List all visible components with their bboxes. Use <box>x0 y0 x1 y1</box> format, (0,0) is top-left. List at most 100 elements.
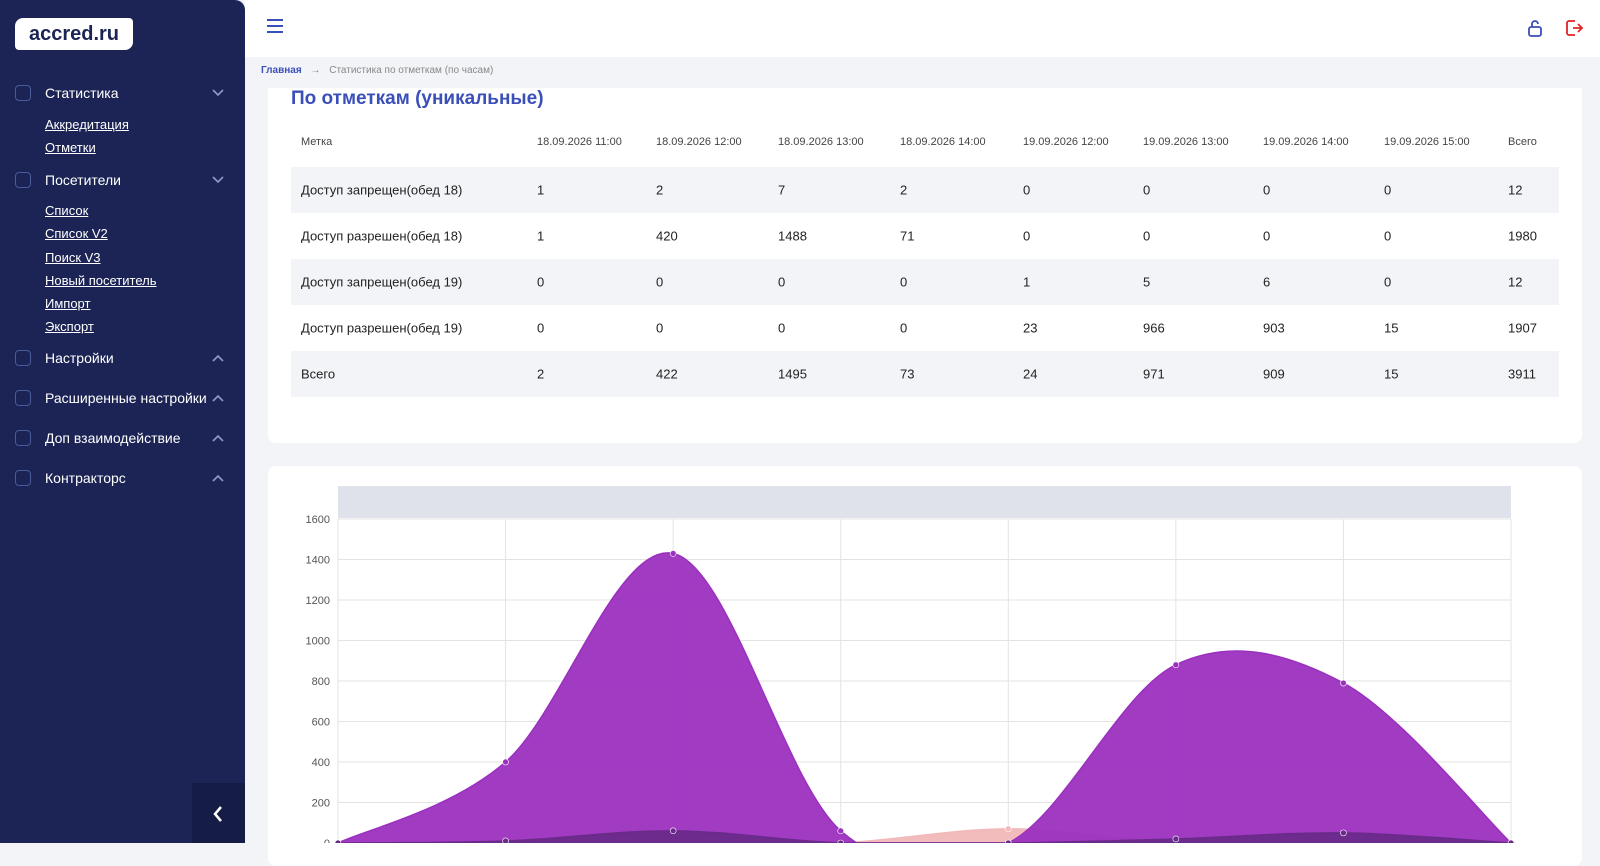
point <box>1340 829 1347 837</box>
menu-icon <box>15 85 31 101</box>
table-cell: 0 <box>1143 228 1151 244</box>
chart-header <box>338 486 1511 518</box>
table-cell: 909 <box>1263 366 1285 382</box>
table-header-cell: 18.09.2026 12:00 <box>656 136 742 148</box>
menu-section[interactable]: Посетители <box>45 172 121 188</box>
point <box>1340 679 1347 687</box>
point <box>1004 839 1012 843</box>
table-cell: 971 <box>1143 366 1165 382</box>
table-cell: 15 <box>1384 366 1399 382</box>
table-cell: 1495 <box>778 366 807 382</box>
table-cell: 0 <box>656 320 664 336</box>
table-row-band <box>291 351 1559 397</box>
menu-link[interactable]: Отметки <box>45 140 96 155</box>
menu-icon <box>15 350 31 366</box>
table-cell: 1 <box>537 182 545 198</box>
table-cell: 1488 <box>778 228 807 244</box>
point <box>502 837 509 843</box>
table-cell: 0 <box>537 320 545 336</box>
menu-link[interactable]: Поиск V3 <box>45 250 101 265</box>
chevron[interactable] <box>212 394 224 402</box>
table-title: По отметкам (уникальные) <box>291 88 544 109</box>
table-cell: 0 <box>1143 182 1151 198</box>
point <box>334 839 342 843</box>
y-tick-label: 0 <box>324 838 330 843</box>
table-cell: 0 <box>1023 182 1031 198</box>
chevron[interactable] <box>212 354 224 362</box>
y-tick-label: 1000 <box>306 636 330 648</box>
menu-icon <box>15 172 31 188</box>
y-tick-label: 400 <box>312 757 330 769</box>
point <box>669 550 677 557</box>
menu-link[interactable]: Импорт <box>45 296 91 311</box>
y-tick-label: 200 <box>312 798 330 810</box>
menu-link[interactable]: Список <box>45 203 89 218</box>
table-row-band <box>291 259 1559 305</box>
collapse-button[interactable] <box>192 783 245 843</box>
menu-section[interactable]: Контракторс <box>45 470 126 486</box>
table-cell: 73 <box>900 366 915 382</box>
point <box>1172 661 1180 669</box>
y-tick-label: 1400 <box>306 555 330 567</box>
point <box>837 827 845 835</box>
logout-icon[interactable] <box>1565 19 1583 37</box>
menu-icon <box>15 470 31 486</box>
menu-link[interactable]: Экспорт <box>45 319 94 334</box>
logo[interactable]: accred.ru <box>15 18 133 50</box>
table-cell: 7 <box>778 182 786 198</box>
table-header-cell: 18.09.2026 13:00 <box>778 136 864 148</box>
table-cell: Всего <box>301 366 336 382</box>
table-cell: 15 <box>1384 320 1399 336</box>
table-header-cell: 19.09.2026 12:00 <box>1023 136 1109 148</box>
table-cell: 0 <box>1384 274 1392 290</box>
table-cell: 6 <box>1263 274 1271 290</box>
menu-link[interactable]: Аккредитация <box>45 117 129 132</box>
table-cell: 24 <box>1023 366 1038 382</box>
table-cell: 5 <box>1143 274 1151 290</box>
table-cell: 1 <box>537 228 545 244</box>
table-header-cell: 19.09.2026 14:00 <box>1263 136 1349 148</box>
menu-icon[interactable] <box>266 18 284 34</box>
point <box>669 827 677 835</box>
table-cell: 966 <box>1143 320 1165 336</box>
table-cell: 2 <box>537 366 545 382</box>
area <box>337 830 1512 843</box>
breadcrumb-home[interactable]: Главная <box>261 65 302 76</box>
point <box>837 839 845 843</box>
chevron[interactable] <box>212 474 224 482</box>
y-tick-label: 600 <box>312 717 330 729</box>
breadcrumb: Главная → Статистика по отметкам (по час… <box>261 65 493 76</box>
chevron[interactable] <box>212 89 224 97</box>
table-cell: 0 <box>778 320 786 336</box>
table-cell: 0 <box>537 274 545 290</box>
table-cell: 71 <box>900 228 915 244</box>
lock-icon[interactable] <box>1527 19 1543 37</box>
table-cell: 422 <box>656 366 678 382</box>
table-header-cell: 18.09.2026 14:00 <box>900 136 986 148</box>
table-cell: 0 <box>900 320 908 336</box>
table-cell: 420 <box>656 228 678 244</box>
menu-icon <box>15 390 31 406</box>
table-header-cell: 18.09.2026 11:00 <box>537 136 622 148</box>
table-row-band <box>291 167 1559 213</box>
table-header-cell: Метка <box>301 136 333 148</box>
table-cell: Доступ запрещен(обед 18) <box>301 182 463 198</box>
menu-section[interactable]: Расширенные настройки <box>45 390 207 406</box>
area <box>338 828 1511 843</box>
point <box>502 758 509 766</box>
table-cell: 12 <box>1508 182 1523 198</box>
y-tick-label: 800 <box>312 676 330 688</box>
menu-link[interactable]: Новый посетитель <box>45 273 157 288</box>
table-cell: 3911 <box>1508 366 1536 382</box>
menu-section[interactable]: Настройки <box>45 350 114 366</box>
menu-section[interactable]: Доп взаимодействие <box>45 430 181 446</box>
table-cell: 23 <box>1023 320 1038 336</box>
chevron[interactable] <box>212 176 224 184</box>
menu-link[interactable]: Список V2 <box>45 226 108 241</box>
chart: 0 200 400 600 800 1000 1200 1400 1600 <box>306 486 1515 843</box>
table-cell: 0 <box>900 274 908 290</box>
chevron[interactable] <box>212 434 224 442</box>
table-cell: Доступ разрешен(обед 19) <box>301 320 463 336</box>
menu-section[interactable]: Статистика <box>45 85 119 101</box>
